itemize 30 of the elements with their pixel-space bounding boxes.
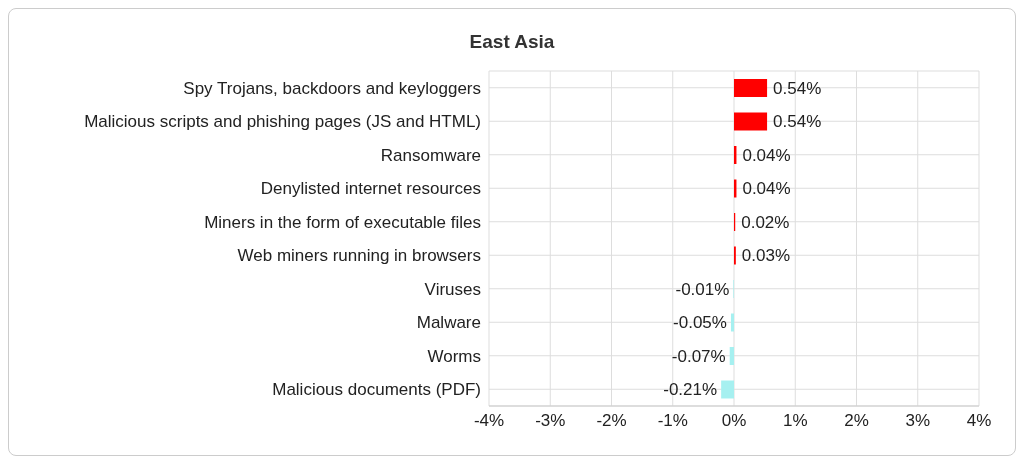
y-tick-label: Spy Trojans, backdoors and keyloggers [183, 78, 481, 98]
x-tick-label: -1% [657, 411, 688, 431]
y-tick-label: Malware [416, 313, 481, 333]
x-tick-label: -2% [596, 411, 627, 431]
x-tick-label: 1% [782, 411, 808, 431]
y-tick-label: Web miners running in browsers [237, 246, 481, 266]
y-tick-label: Ransomware [380, 145, 481, 165]
x-tick-label: 0% [721, 411, 747, 431]
data-label: -0.21% [663, 380, 718, 400]
data-label: 0.54% [773, 78, 822, 98]
y-tick-label: Malicious documents (PDF) [272, 380, 481, 400]
y-tick-label: Worms [427, 346, 481, 366]
chart-title: East Asia [468, 30, 556, 54]
y-tick-label: Malicious scripts and phishing pages (JS and HTML) [84, 112, 481, 132]
x-tick-label: 3% [905, 411, 931, 431]
y-tick-label: Denylisted internet resources [260, 179, 481, 199]
data-label: 0.03% [741, 246, 791, 266]
data-label: 0.54% [773, 112, 822, 132]
y-tick-label: Miners in the form of executable files [204, 212, 481, 232]
x-tick-label: -3% [535, 411, 566, 431]
x-tick-label: 4% [966, 411, 992, 431]
data-label: -0.05% [673, 313, 727, 333]
x-tick-label: 2% [844, 411, 869, 431]
data-label: -0.01% [675, 279, 730, 299]
y-tick-label: Viruses [424, 279, 481, 299]
data-label: -0.07% [671, 346, 726, 366]
data-label: 0.04% [742, 145, 791, 165]
x-tick-label: -4% [473, 411, 505, 431]
data-label: 0.04% [742, 179, 791, 199]
data-label: 0.02% [741, 212, 790, 232]
